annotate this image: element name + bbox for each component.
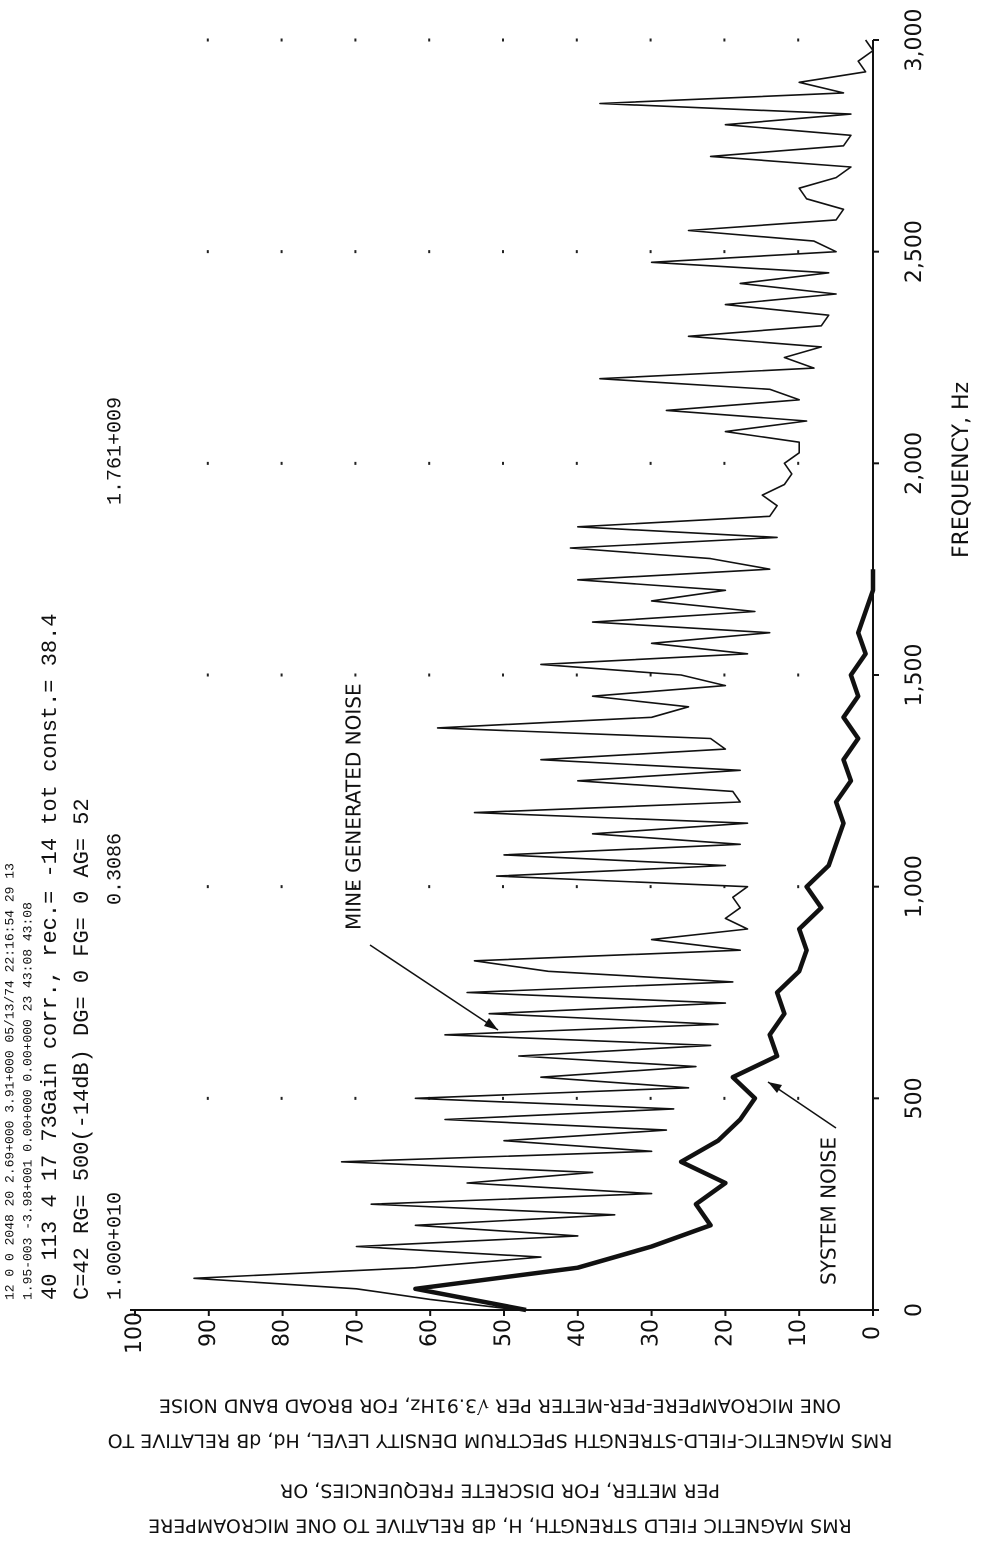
x-tick-label: 1,500 <box>902 644 927 707</box>
x-tick-label: 500 <box>902 1077 927 1119</box>
y-tick-label: 20 <box>712 1319 737 1347</box>
x-axis-label: FREQUENCY, Hz <box>949 382 974 558</box>
y-tick-label: 0 <box>860 1326 885 1340</box>
y-axis-label: PER METER, FOR DISCRETE FREQUENCIES, OR <box>280 1480 720 1502</box>
header-text: 12 0 0 2048 20 2.69+000 3.91+000 05/13/7… <box>2 863 17 1300</box>
header-text: C=42 RG= 500(-14dB) DG= 0 FG= 0 AG= 52 <box>70 798 95 1300</box>
header-text: 1.761+009 <box>104 397 127 505</box>
annotation: MINE GENERATED NOISE <box>342 683 366 930</box>
annotation-arrow <box>369 944 499 1031</box>
arrow-head <box>484 1018 498 1030</box>
header-text: 0.3086 <box>104 833 127 905</box>
x-tick-label: 1,000 <box>902 855 927 918</box>
y-tick-label: 10 <box>786 1319 811 1347</box>
y-tick-label: 30 <box>639 1319 664 1347</box>
y-tick-label: 100 <box>122 1312 147 1354</box>
header-text: 40 113 4 17 73Gain corr., rec.= -14 tot … <box>38 613 63 1300</box>
series-line <box>413 569 876 1313</box>
y-tick-label: 40 <box>565 1319 590 1347</box>
y-axis-label: ONE MICROAMPERE-PER-METER PER √3.91Hz, F… <box>159 1395 841 1417</box>
y-tick-label: 70 <box>343 1319 368 1347</box>
y-tick-label: 80 <box>270 1319 295 1347</box>
annotation-arrow <box>767 1081 837 1129</box>
y-axis-label: RMS MAGNETIC FIELD STRENGTH, H, dB RELAT… <box>148 1515 852 1537</box>
annotation: SYSTEM NOISE <box>817 1137 841 1285</box>
arrow-head <box>768 1082 782 1093</box>
header-text: 1.95-003 -3.98+001 0.00+000 0.00+000 23 … <box>20 902 35 1300</box>
y-axis-label: RMS MAGNETIC-FIELD-STRENGTH SPECTRUM DEN… <box>108 1430 893 1452</box>
x-tick-label: 2,500 <box>902 220 927 283</box>
x-tick-label: 2,000 <box>902 432 927 495</box>
x-tick-label: 3,000 <box>902 9 927 72</box>
header-text: 1.000+010 <box>104 1192 127 1300</box>
series-line <box>193 39 874 1311</box>
x-tick-label: 0 <box>902 1303 927 1317</box>
y-tick-label: 60 <box>417 1319 442 1347</box>
y-tick-label: 50 <box>491 1319 516 1347</box>
y-tick-label: 90 <box>196 1319 221 1347</box>
